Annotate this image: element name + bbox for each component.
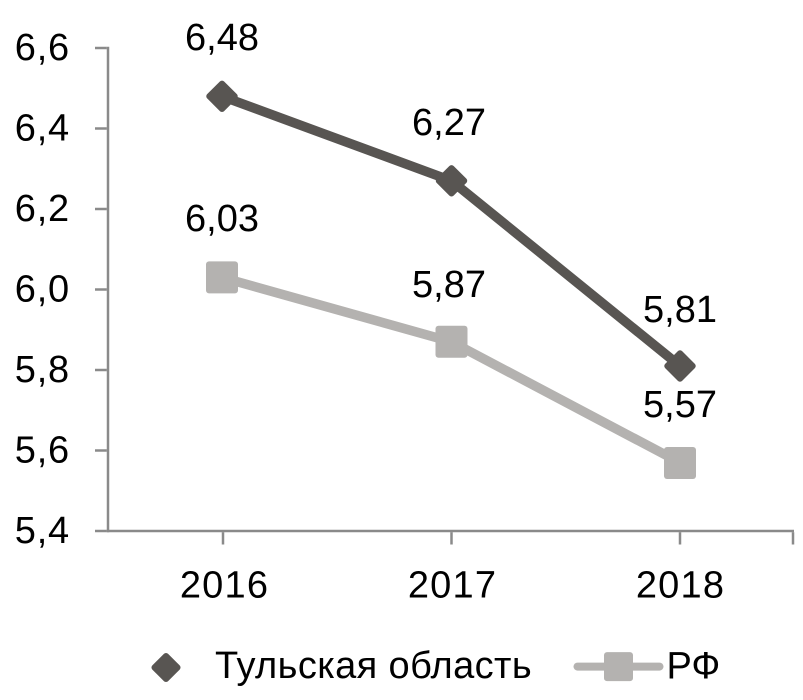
svg-text:5,6: 5,6	[15, 430, 70, 472]
svg-text:5,4: 5,4	[15, 510, 70, 552]
svg-text:6,03: 6,03	[185, 198, 259, 240]
svg-text:Тульская область: Тульская область	[215, 645, 532, 687]
svg-text:5,57: 5,57	[643, 384, 717, 426]
svg-text:2018: 2018	[636, 565, 725, 607]
svg-text:2016: 2016	[180, 565, 269, 607]
svg-text:5,87: 5,87	[412, 264, 486, 306]
svg-text:6,2: 6,2	[15, 188, 70, 230]
svg-text:5,8: 5,8	[15, 349, 70, 391]
svg-text:РФ: РФ	[667, 646, 721, 688]
svg-text:6,6: 6,6	[15, 27, 70, 69]
svg-text:6,0: 6,0	[15, 269, 70, 311]
svg-text:6,48: 6,48	[185, 17, 259, 59]
svg-text:2017: 2017	[408, 565, 497, 607]
svg-text:6,27: 6,27	[412, 102, 486, 144]
svg-text:6,4: 6,4	[15, 108, 70, 150]
svg-text:5,81: 5,81	[643, 289, 717, 331]
